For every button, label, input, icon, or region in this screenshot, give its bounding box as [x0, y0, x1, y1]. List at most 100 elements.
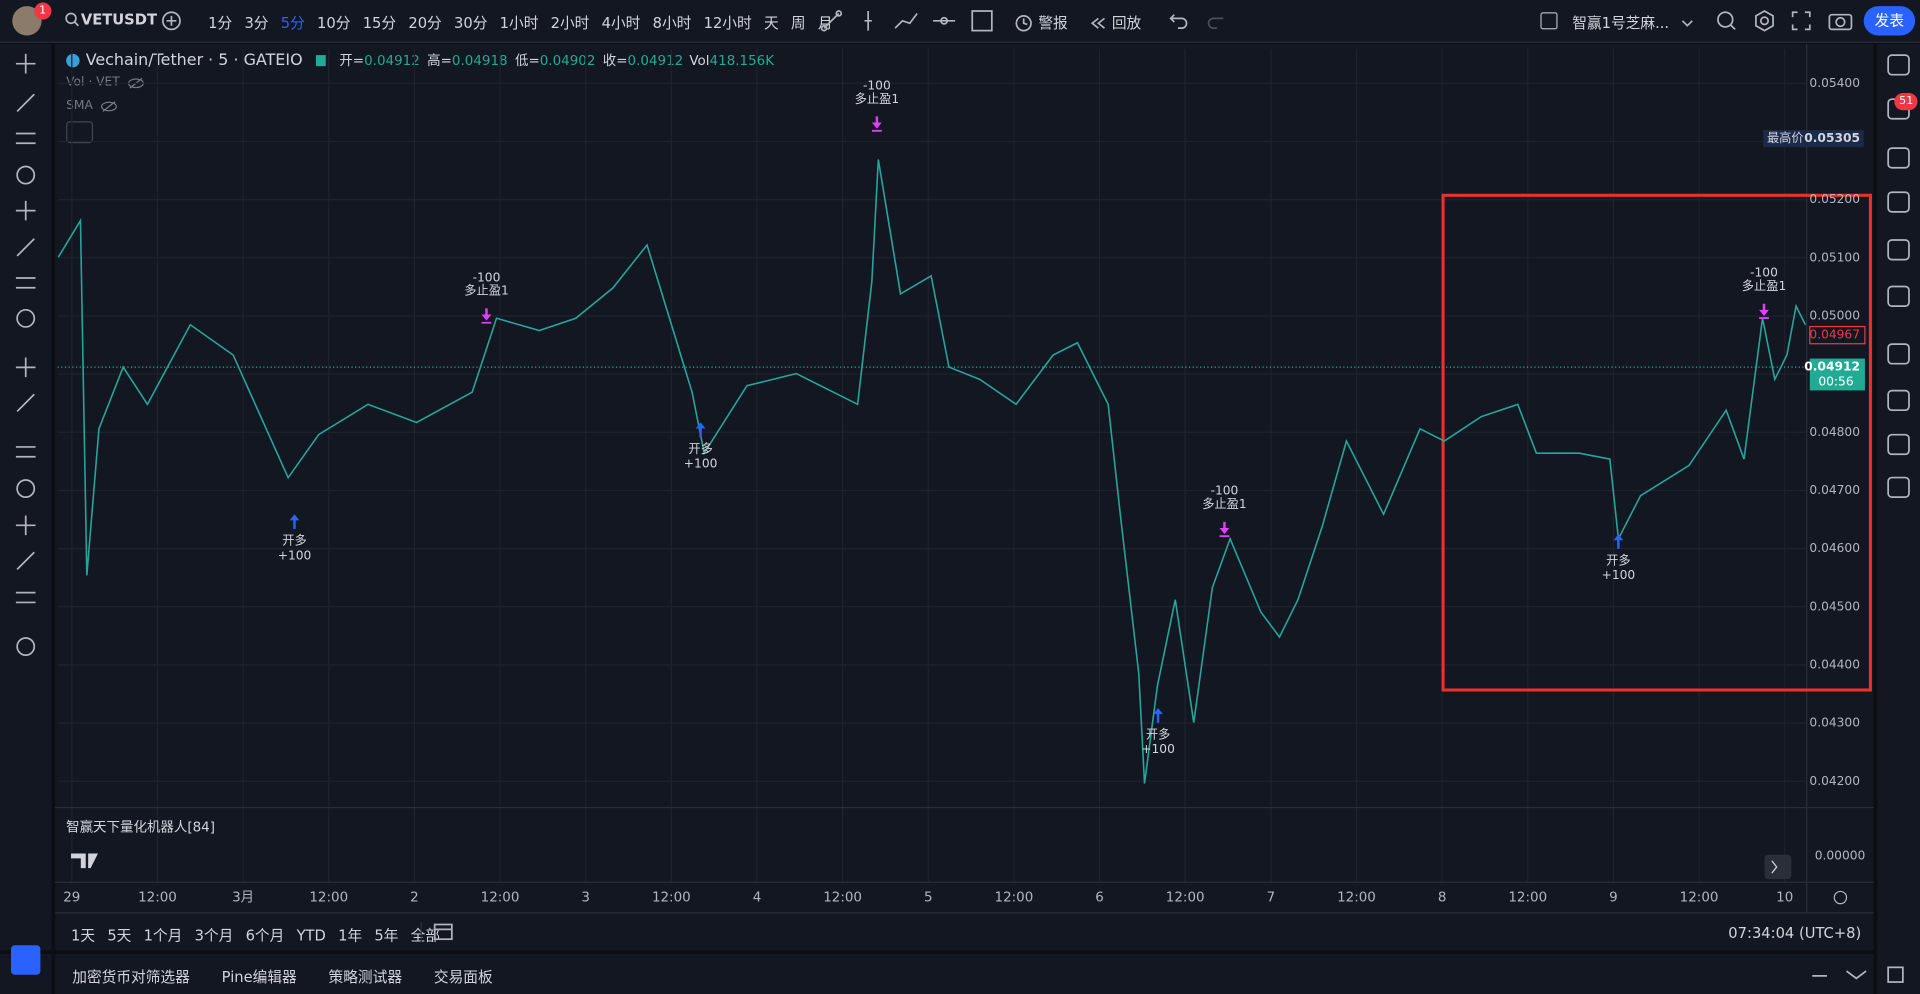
range-button[interactable]: 5天 [107, 926, 132, 945]
ohlc-key: 收= [602, 52, 628, 69]
date-range-tools[interactable] [420, 921, 457, 943]
right-sidebar [1877, 44, 1920, 994]
x-tick-label: 12:00 [652, 891, 691, 906]
interval-button[interactable]: 15分 [362, 14, 397, 32]
trade-label: -100 [1750, 266, 1778, 280]
sma-label: SMA [66, 99, 93, 113]
ohlc-values: 开=0.04912 高=0.04918 低=0.04902 收=0.04912 [339, 50, 683, 70]
chart-type-tools [820, 10, 993, 32]
top-toolbar [0, 0, 1920, 43]
interval-button[interactable]: 12小时 [703, 14, 752, 32]
ohlc-item: 低=0.04902 [515, 50, 595, 70]
interval-button[interactable]: 30分 [453, 14, 488, 32]
range-button[interactable]: 5年 [374, 926, 399, 945]
market-flag [316, 54, 326, 66]
symbol-search[interactable]: VETUSDT [64, 11, 157, 28]
footer-tab[interactable]: 交易面板 [433, 968, 493, 986]
tool-icon [16, 551, 35, 570]
interval-button[interactable]: 周 [790, 14, 806, 32]
ohlc-value: 0.04902 [539, 52, 596, 69]
sidebar-icon [1887, 239, 1910, 261]
drawing-tools [15, 53, 36, 656]
ohlc-item: 高=0.04918 [427, 50, 507, 70]
interval-button[interactable]: 3分 [244, 14, 269, 32]
tool-icon [15, 591, 36, 604]
interval-button[interactable]: 10分 [317, 14, 351, 32]
layout-checkbox[interactable] [1540, 12, 1558, 30]
footer-icons[interactable] [1810, 964, 1910, 986]
tool-icon [16, 479, 36, 499]
collapse-legend[interactable] [66, 121, 94, 144]
icon-stroke [16, 393, 35, 413]
tool-icon [15, 277, 36, 289]
trade-label: 多止盈1 [464, 284, 509, 298]
hidden-icon[interactable] [127, 77, 144, 89]
range-button[interactable]: 1年 [338, 926, 363, 945]
highlight-box [1441, 193, 1872, 692]
trade-label: 开多 [688, 442, 712, 456]
undo-redo[interactable] [1167, 11, 1228, 31]
range-button[interactable]: 1天 [71, 926, 96, 945]
alert-price-box [1809, 325, 1866, 345]
range-button[interactable]: 全部 [410, 926, 441, 945]
interval-button[interactable]: 1分 [208, 14, 233, 32]
x-tick-label: 29 [63, 891, 80, 906]
interval-button[interactable]: 天 [763, 14, 779, 32]
layout-menu[interactable]: 智赢1号芝麻... [1572, 12, 1693, 33]
publish-button[interactable]: 发表 [1863, 6, 1916, 36]
footer-tab[interactable]: 加密货币对筛选器 [72, 968, 190, 986]
tool-icon [15, 200, 36, 221]
interval-button[interactable]: 5分 [280, 14, 305, 32]
x-tick-label: 6 [1095, 891, 1104, 906]
x-tick-label: 12:00 [309, 891, 348, 906]
compare-button[interactable] [160, 10, 182, 32]
interval-button[interactable]: 20分 [408, 14, 442, 32]
buy-arrow [1153, 707, 1163, 723]
top-right-icons[interactable] [1714, 7, 1856, 34]
range-button[interactable]: YTD [296, 926, 326, 944]
replay-button[interactable]: 回放 [1090, 12, 1141, 33]
high-price-box [1763, 129, 1864, 148]
grid [57, 48, 1807, 882]
y-tick-label: 0.04500 [1809, 599, 1860, 613]
range-button[interactable]: 6个月 [245, 926, 285, 945]
x-tick-label: 12:00 [995, 891, 1034, 906]
x-tick-label: 3月 [232, 891, 254, 906]
interval-button[interactable]: 1小时 [499, 14, 539, 32]
interval-list: 1分 3分 5分 10分 15分 20分 30分 1小时 2小时 4小时 8小时 12小时天周月 [208, 12, 832, 33]
footer-tab[interactable]: 策略测试器 [328, 968, 403, 986]
right-sidebar-icons [1887, 54, 1910, 499]
footer-tabs: 加密货币对筛选器 Pine编辑器 策略测试器 交易面板 [72, 966, 492, 987]
interval-button[interactable]: 8小时 [652, 14, 692, 32]
footer-tab[interactable]: Pine编辑器 [221, 968, 297, 986]
hidden-icon[interactable] [100, 100, 117, 112]
icon-stroke [16, 238, 35, 257]
vol-key: Vol [689, 52, 710, 68]
sell-arrow [481, 308, 492, 324]
sidebar-icon [1887, 285, 1910, 307]
settings-icon[interactable] [1833, 890, 1848, 905]
buy-arrow [695, 422, 706, 438]
alert-button[interactable]: 警报 [1014, 12, 1068, 33]
interval-button[interactable]: 4小时 [601, 14, 641, 32]
tool-icon [15, 53, 36, 74]
x-tick-label: 12:00 [1508, 891, 1547, 906]
chevron [1681, 19, 1693, 27]
clock[interactable]: 07:34:04 (UTC+8) [1728, 924, 1862, 942]
replay-icon [1090, 17, 1106, 29]
scroll-icon [1771, 860, 1778, 874]
y-tick-label: 0.04700 [1809, 483, 1860, 497]
range-button[interactable]: 1个月 [143, 926, 183, 945]
icon-stroke [16, 637, 36, 656]
buy-arrow [1613, 534, 1624, 549]
interval-button[interactable]: 2小时 [550, 14, 590, 32]
favorites-button[interactable] [11, 945, 41, 975]
volume-indicator-label: Vol · VET [66, 75, 120, 90]
scroll-button[interactable] [1764, 854, 1792, 880]
ohlc-item: 收=0.04912 [603, 50, 683, 70]
ohlc-item: 开=0.04912 [339, 50, 419, 70]
range-button[interactable]: 3个月 [194, 926, 234, 945]
icon-stroke [16, 479, 36, 499]
